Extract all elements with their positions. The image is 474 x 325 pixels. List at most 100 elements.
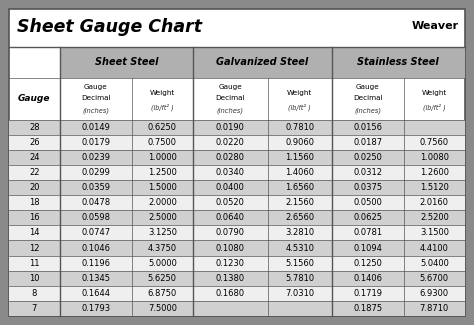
Text: 7.5000: 7.5000 xyxy=(148,304,177,313)
Bar xyxy=(9,210,465,225)
Text: 0.0598: 0.0598 xyxy=(81,213,110,222)
Text: 11: 11 xyxy=(29,259,40,267)
Text: 1.6560: 1.6560 xyxy=(285,183,314,192)
Text: 2.0000: 2.0000 xyxy=(148,198,177,207)
Text: (inches): (inches) xyxy=(82,107,109,114)
Text: 1.1560: 1.1560 xyxy=(285,153,314,162)
Text: 18: 18 xyxy=(29,198,40,207)
Bar xyxy=(9,150,465,165)
Bar xyxy=(9,240,465,255)
Text: 4.4100: 4.4100 xyxy=(420,243,449,253)
Bar xyxy=(9,286,465,301)
Text: 0.0478: 0.0478 xyxy=(81,198,110,207)
Text: 0.1046: 0.1046 xyxy=(81,243,110,253)
Text: 0.0640: 0.0640 xyxy=(216,213,245,222)
Text: 0.1406: 0.1406 xyxy=(353,274,382,283)
Text: (lb/ft² ): (lb/ft² ) xyxy=(288,103,311,111)
Text: 1.0000: 1.0000 xyxy=(148,153,177,162)
Text: 14: 14 xyxy=(29,228,40,238)
Text: 0.1196: 0.1196 xyxy=(81,259,110,267)
Text: 0.0239: 0.0239 xyxy=(81,153,110,162)
Text: 0.0280: 0.0280 xyxy=(216,153,245,162)
Text: (lb/ft² ): (lb/ft² ) xyxy=(151,103,173,111)
Text: 0.0500: 0.0500 xyxy=(353,198,382,207)
Text: Weaver: Weaver xyxy=(412,21,459,31)
Text: Gauge: Gauge xyxy=(18,94,51,103)
Text: 5.7810: 5.7810 xyxy=(285,274,314,283)
Text: 0.0149: 0.0149 xyxy=(81,123,110,132)
Text: 2.5200: 2.5200 xyxy=(420,213,449,222)
Text: (inches): (inches) xyxy=(217,107,244,114)
Bar xyxy=(9,165,465,180)
Text: 4.5310: 4.5310 xyxy=(285,243,314,253)
Text: Gauge: Gauge xyxy=(219,84,242,90)
Text: 2.0160: 2.0160 xyxy=(420,198,449,207)
Text: 0.1680: 0.1680 xyxy=(216,289,245,298)
Text: 1.0080: 1.0080 xyxy=(420,153,449,162)
Text: 0.1230: 0.1230 xyxy=(216,259,245,267)
Text: 0.7500: 0.7500 xyxy=(148,138,177,147)
Text: (lb/ft² ): (lb/ft² ) xyxy=(423,103,446,111)
Text: Galvanized Steel: Galvanized Steel xyxy=(216,58,309,68)
Text: 7: 7 xyxy=(32,304,37,313)
Text: 5.6250: 5.6250 xyxy=(148,274,177,283)
Text: 0.0340: 0.0340 xyxy=(216,168,245,177)
Text: 5.6700: 5.6700 xyxy=(420,274,449,283)
Bar xyxy=(332,47,465,78)
Text: 0.0220: 0.0220 xyxy=(216,138,245,147)
Bar xyxy=(9,195,465,210)
Text: 0.9060: 0.9060 xyxy=(285,138,314,147)
Text: Decimal: Decimal xyxy=(216,95,245,101)
Text: 0.0187: 0.0187 xyxy=(353,138,382,147)
Text: 20: 20 xyxy=(29,183,40,192)
Text: 0.1793: 0.1793 xyxy=(81,304,110,313)
Text: 5.1560: 5.1560 xyxy=(285,259,314,267)
Text: 2.6560: 2.6560 xyxy=(285,213,314,222)
Text: 3.1500: 3.1500 xyxy=(420,228,449,238)
Text: 0.0250: 0.0250 xyxy=(353,153,382,162)
Text: 12: 12 xyxy=(29,243,40,253)
Text: 7.0310: 7.0310 xyxy=(285,289,314,298)
Text: Weight: Weight xyxy=(150,89,175,96)
Text: 0.1644: 0.1644 xyxy=(81,289,110,298)
Bar xyxy=(9,135,465,150)
Text: 1.2500: 1.2500 xyxy=(148,168,177,177)
Bar xyxy=(9,271,465,286)
Text: 0.0190: 0.0190 xyxy=(216,123,245,132)
Text: 3.2810: 3.2810 xyxy=(285,228,314,238)
Text: 0.7560: 0.7560 xyxy=(420,138,449,147)
Text: 0.6250: 0.6250 xyxy=(148,123,177,132)
Text: 1.5000: 1.5000 xyxy=(148,183,177,192)
Text: 3.1250: 3.1250 xyxy=(148,228,177,238)
Text: Gauge: Gauge xyxy=(84,84,108,90)
Text: 2.1560: 2.1560 xyxy=(285,198,314,207)
Bar xyxy=(9,301,465,316)
Text: 0.0400: 0.0400 xyxy=(216,183,245,192)
Text: 7.8710: 7.8710 xyxy=(419,304,449,313)
Text: 6.9300: 6.9300 xyxy=(420,289,449,298)
Text: 28: 28 xyxy=(29,123,40,132)
Text: 0.1094: 0.1094 xyxy=(353,243,382,253)
Text: Decimal: Decimal xyxy=(81,95,110,101)
Text: 5.0000: 5.0000 xyxy=(148,259,177,267)
Text: 0.1345: 0.1345 xyxy=(81,274,110,283)
Text: 5.0400: 5.0400 xyxy=(420,259,449,267)
Text: Sheet Gauge Chart: Sheet Gauge Chart xyxy=(17,18,202,36)
Bar xyxy=(9,255,465,271)
Text: 0.0359: 0.0359 xyxy=(81,183,110,192)
Text: 4.3750: 4.3750 xyxy=(148,243,177,253)
Text: 26: 26 xyxy=(29,138,40,147)
Text: 0.0299: 0.0299 xyxy=(81,168,110,177)
Text: 16: 16 xyxy=(29,213,40,222)
Text: 10: 10 xyxy=(29,274,40,283)
Text: 0.0520: 0.0520 xyxy=(216,198,245,207)
Text: 0.1250: 0.1250 xyxy=(353,259,382,267)
Text: 0.0781: 0.0781 xyxy=(353,228,382,238)
Bar xyxy=(9,180,465,195)
Text: 0.0625: 0.0625 xyxy=(353,213,382,222)
Bar xyxy=(193,47,332,78)
Text: Weight: Weight xyxy=(287,89,312,96)
Text: Weight: Weight xyxy=(422,89,447,96)
Text: 24: 24 xyxy=(29,153,40,162)
Text: 1.4060: 1.4060 xyxy=(285,168,314,177)
